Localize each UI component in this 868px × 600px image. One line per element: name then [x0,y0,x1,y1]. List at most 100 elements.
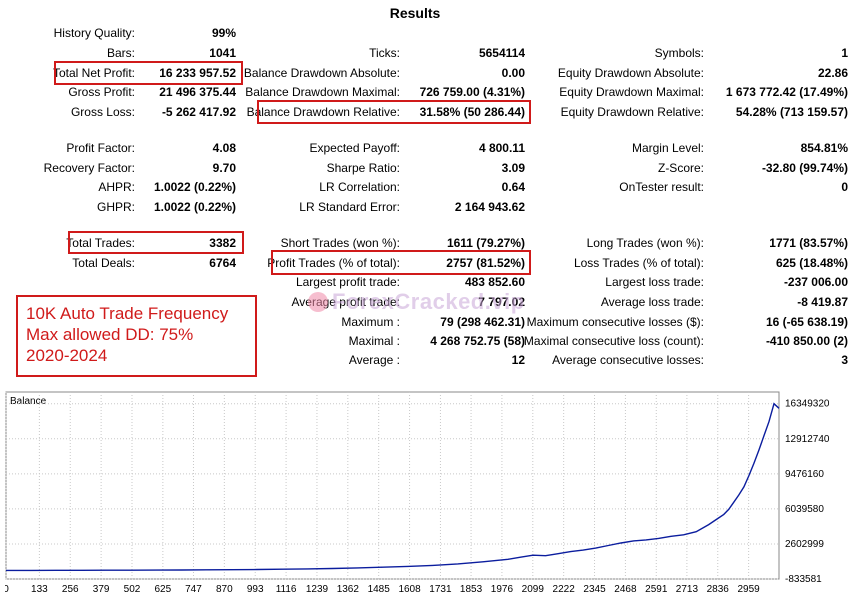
max-consec-label: Maximum : [341,315,400,329]
plot-frame [5,391,780,580]
max-consec-loss-count-label: Maximal consecutive loss (count): [523,334,704,348]
ghpr-value: 1.0022 (0.22%) [153,200,236,214]
x-tick-label: 379 [93,584,110,595]
ahpr-label: AHPR: [98,180,135,194]
equity-dd-abs-label: Equity Drawdown Absolute: [557,66,704,80]
profit-trades-highlight [271,250,531,275]
total-deals-value: 6764 [209,256,236,270]
largest-profit-value: 483 852.60 [464,275,525,289]
x-tick-label: 2222 [553,584,576,595]
watermark-logo-icon [308,292,328,312]
avg-consec-losses-label: Average consecutive losses: [552,353,704,367]
equity-dd-rel-value: 54.28% (713 159.57) [735,105,848,119]
x-tick-label: 625 [155,584,172,595]
x-tick-label: 2468 [614,584,637,595]
x-tick-label: 2959 [738,584,761,595]
ticks-value: 5654114 [478,46,525,60]
expected-payoff-value: 4 800.11 [478,141,525,155]
largest-loss-label: Largest loss trade: [605,275,704,289]
x-tick-label: 1485 [368,584,391,595]
symbols-label: Symbols: [654,46,704,60]
x-tick-label: 256 [62,584,79,595]
note-line-3: 2020-2024 [26,346,108,365]
max-consec-losses-money-value: 16 (-65 638.19) [765,315,848,329]
bars-label: Bars: [106,46,135,60]
x-tick-label: 1853 [460,584,483,595]
total-net-profit-label: Total Net Profit: [52,66,135,80]
results-title: Results [389,5,441,21]
x-tick-label: 2099 [522,584,545,595]
profit-trades-label: Profit Trades (% of total): [267,256,400,270]
margin-level-value: 854.81% [800,141,848,155]
total-trades-label: Total Trades: [66,236,135,250]
equity-dd-max-label: Equity Drawdown Maximal: [559,85,704,99]
avg-loss-label: Average loss trade: [600,295,704,309]
loss-trades-value: 625 (18.48%) [775,256,848,270]
sharpe-ratio-label: Sharpe Ratio: [326,161,400,175]
balance-dd-abs-value: 0.00 [501,66,525,80]
chart-title: Balance [10,396,47,407]
balance-dd-max-label: Balance Drawdown Maximal: [245,85,400,99]
short-trades-label: Short Trades (won %): [280,236,400,250]
balance-chart: Balance 16349320 12912740 9476160 6039580 260… [5,391,830,595]
total-trades-highlight [68,231,244,254]
long-trades-value: 1771 (83.57%) [769,236,848,250]
max-consec-losses-money-label: Maximum consecutive losses ($): [526,315,704,329]
z-score-value: -32.80 (99.74%) [761,161,848,175]
total-trades-value: 3382 [209,236,236,250]
x-tick-label: 993 [247,584,264,595]
bars-value: 1041 [209,46,236,60]
x-tick-label: 1362 [337,584,360,595]
balance-dd-rel-value: 31.58% (50 286.44) [419,105,525,119]
balance-dd-abs-label: Balance Drawdown Absolute: [243,66,400,80]
sharpe-ratio-value: 3.09 [501,161,525,175]
profit-factor-value: 4.08 [212,141,236,155]
ticks-label: Ticks: [369,46,400,60]
total-deals-label: Total Deals: [72,256,135,270]
avg-loss-value: -8 419.87 [797,295,848,309]
gross-loss-label: Gross Loss: [70,105,135,119]
margin-level-label: Margin Level: [631,141,704,155]
gross-profit-value: 21 496 375.44 [159,85,236,99]
watermark: ForexCracked.vip [308,287,525,317]
x-tick-label: 0 [5,584,9,595]
x-tick-label: 2836 [707,584,730,595]
ontester-label: OnTester result: [619,180,704,194]
maximal-value: 4 268 752.75 (58) [430,334,525,348]
lr-std-error-label: LR Standard Error: [299,200,400,214]
largest-loss-value: -237 006.00 [783,275,848,289]
expected-payoff-label: Expected Payoff: [309,141,400,155]
profit-trades-value: 2757 (81.52%) [446,256,525,270]
history-quality-value: 99% [211,26,236,40]
x-tick-label: 1731 [429,584,452,595]
annotation-note: 10K Auto Trade Frequency Max allowed DD:… [16,295,257,377]
balance-dd-rel-highlight [257,100,531,124]
gross-loss-value: -5 262 417.92 [161,105,236,119]
total-net-profit-value: 16 233 957.52 [159,66,236,80]
long-trades-label: Long Trades (won %): [586,236,704,250]
symbols-value: 1 [841,46,848,60]
avg-profit-value: 7 797.02 [478,295,525,309]
y-tick-label: 16349320 [785,399,830,410]
y-tick-label: 6039580 [785,504,824,515]
x-tick-label: 1608 [398,584,421,595]
y-tick-label: -833581 [785,574,822,585]
max-consec-loss-count-value: -410 850.00 (2) [765,334,848,348]
x-tick-label: 133 [31,584,48,595]
max-consec-value: 79 (298 462.31) [440,315,525,329]
avg-consec-losses-value: 3 [841,353,848,367]
watermark-text: ForexCracked.vip [332,289,525,314]
short-trades-value: 1611 (79.27%) [446,236,525,250]
x-tick-label: 1239 [306,584,329,595]
recovery-factor-value: 9.70 [212,161,236,175]
z-score-label: Z-Score: [657,161,704,175]
largest-profit-label: Largest profit trade: [295,275,400,289]
gross-profit-label: Gross Profit: [68,85,135,99]
average-value: 12 [511,353,525,367]
equity-dd-max-value: 1 673 772.42 (17.49%) [725,85,848,99]
ahpr-value: 1.0022 (0.22%) [153,180,236,194]
x-tick-label: 2345 [583,584,606,595]
x-tick-label: 502 [124,584,141,595]
maximal-label: Maximal : [348,334,400,348]
balance-series-line [6,402,780,572]
